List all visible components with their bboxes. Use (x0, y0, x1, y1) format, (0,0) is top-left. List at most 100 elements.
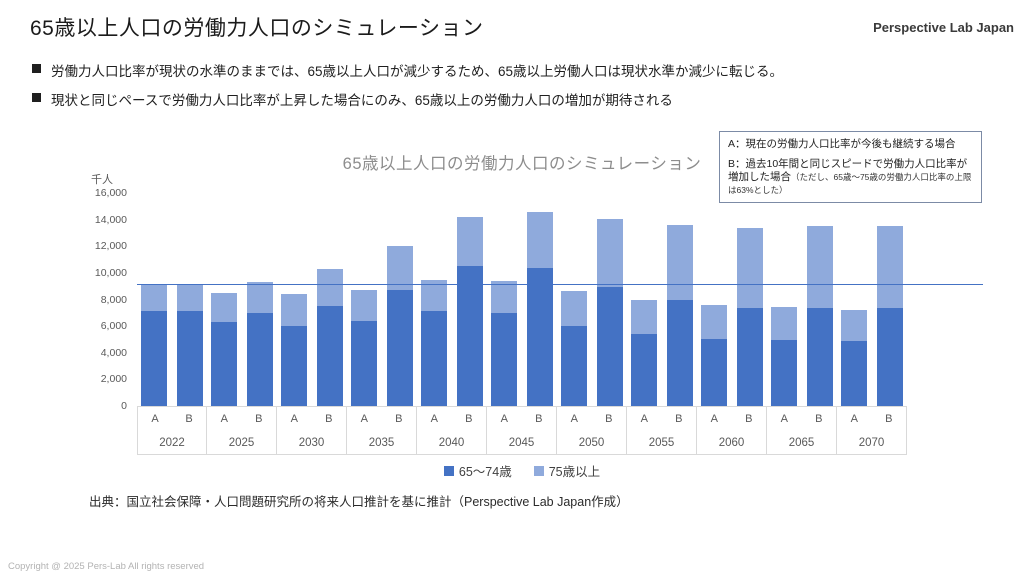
bar-2025-A-75plus-segment (211, 292, 237, 323)
bar-2065-B-75plus-segment (807, 226, 833, 308)
bar-2030-B-75plus-segment (317, 268, 343, 307)
scenario-label-A: A (850, 413, 858, 425)
current-level-reference-line (137, 283, 983, 285)
legend-label: 75歳以上 (548, 465, 601, 479)
bar-2070-B-65-74-segment (877, 308, 903, 406)
x-axis-group-2070: A B 2070 (837, 407, 907, 454)
bar-2060-A-65-74-segment (701, 339, 727, 406)
bar-2050-A-75plus-segment (561, 290, 587, 327)
x-axis: A B 2022 A B 2025 A B 2030 A B 2035 A B 2040 A B 2045 A B 20… (137, 406, 907, 455)
bar-2045-B (527, 211, 553, 406)
year-label: 2022 (159, 436, 185, 449)
source-note: 出典：国立社会保障・人口問題研究所の将来人口推計を基に推計（Perspectiv… (89, 495, 629, 509)
scenario-label-B: B (885, 413, 893, 425)
year-label: 2040 (438, 436, 465, 449)
x-axis-group-2022: A B 2022 (137, 407, 207, 454)
scenario-label-B: B (605, 413, 613, 425)
bar-2070-A (841, 309, 867, 406)
x-axis-group-2025: A B 2025 (207, 407, 277, 454)
legend-swatch-icon (533, 465, 544, 476)
y-tick-label: 10,000 (94, 266, 127, 279)
bar-2025-B (247, 282, 273, 406)
bar-2065-A-75plus-segment (771, 306, 797, 341)
bullet-text: 労働力人口比率が現状の水準のままでは、65歳以上人口が減少するため、65歳以上労… (51, 64, 784, 79)
bar-2022-B-75plus-segment (177, 283, 203, 311)
bar-2050-B (597, 218, 623, 406)
scenario-a-note: A：現在の労働力人口比率が今後も継続する場合 (728, 138, 956, 150)
legend: 65〜74歳 75歳以上 (137, 461, 907, 480)
bar-2035-A (351, 290, 377, 406)
bar-2065-A-65-74-segment (771, 340, 797, 406)
bar-2030-B-65-74-segment (317, 306, 343, 406)
x-axis-group-2040: A B 2040 (417, 407, 487, 454)
scenario-label-A: A (500, 413, 508, 425)
bar-2025-A (211, 292, 237, 406)
bar-2055-B (667, 224, 693, 406)
bar-2050-A-65-74-segment (561, 326, 587, 406)
scenario-b-note: B：過去10年間と同じスピードで労働力人口比率が増加した場合（ただし、65歳〜7… (728, 158, 973, 197)
chart-title: 65歳以上人口の労働力人口のシミュレーション (342, 155, 702, 173)
bar-2055-A-75plus-segment (631, 299, 657, 335)
y-tick-label: 2,000 (100, 373, 127, 386)
x-axis-group-2065: A B 2065 (767, 407, 837, 454)
year-label: 2060 (718, 436, 745, 449)
bullet-text: 現状と同じペースで労働力人口比率が上昇した場合にのみ、65歳以上の労働力人口の増… (51, 93, 673, 108)
bar-2065-B (807, 226, 833, 406)
scenario-b-small-note: （ただし、65歳〜75歳の労働力人口比率の上限は63%とした） (728, 172, 972, 196)
brand-text: Perspective Lab Japan (873, 20, 1014, 35)
scenario-b-text: B：過去10年間と同じスピードで労働力人口比率が増加した場合 (728, 158, 968, 184)
scenario-label-B: B (465, 413, 473, 425)
bar-2050-B-75plus-segment (597, 218, 623, 287)
scenario-label-A: A (290, 413, 298, 425)
legend-item: 75歳以上 (533, 461, 601, 480)
scenario-label-A: A (220, 413, 228, 425)
scenario-label-A: A (430, 413, 438, 425)
bar-2035-A-75plus-segment (351, 290, 377, 321)
bar-2045-B-65-74-segment (527, 268, 553, 406)
x-axis-group-2030: A B 2030 (277, 407, 347, 454)
bar-2040-B-65-74-segment (457, 266, 483, 406)
bar-2045-A-75plus-segment (491, 280, 517, 313)
bar-2022-B (177, 283, 203, 406)
x-axis-group-2055: A B 2055 (627, 407, 697, 454)
bullet-item: 現状と同じペースで労働力人口比率が上昇した場合にのみ、65歳以上の労働力人口の増… (32, 89, 783, 109)
bar-2045-A-65-74-segment (491, 312, 517, 406)
x-axis-group-2050: A B 2050 (557, 407, 627, 454)
x-axis-group-2060: A B 2060 (697, 407, 767, 454)
bar-2030-A-65-74-segment (281, 326, 307, 406)
bar-2065-B-65-74-segment (807, 307, 833, 406)
scenario-annotation-box: A：現在の労働力人口比率が今後も継続する場合 B：過去10年間と同じスピードで労… (719, 131, 982, 203)
copyright-text: Copyright @ 2025 Pers-Lab All rights res… (8, 561, 205, 572)
y-tick-label: 0 (121, 400, 127, 412)
scenario-label-B: B (185, 413, 193, 425)
y-tick-label: 6,000 (100, 320, 127, 333)
bullet-list: 労働力人口比率が現状の水準のままでは、65歳以上人口が減少するため、65歳以上労… (32, 60, 783, 118)
bar-2055-A (631, 299, 657, 406)
scenario-label-A: A (570, 413, 578, 425)
year-label: 2050 (578, 436, 605, 449)
bullet-square-icon (32, 93, 41, 102)
y-tick-label: 16,000 (94, 187, 127, 199)
bar-2065-A (771, 306, 797, 406)
bar-2060-A-75plus-segment (701, 304, 727, 340)
bar-2060-B-65-74-segment (737, 307, 763, 406)
scenario-label-A: A (710, 413, 718, 425)
legend-label: 65〜74歳 (458, 465, 512, 479)
scenario-label-A: A (360, 413, 368, 425)
bullet-item: 労働力人口比率が現状の水準のままでは、65歳以上人口が減少するため、65歳以上労… (32, 60, 783, 80)
year-label: 2065 (788, 436, 815, 449)
bar-2030-A-75plus-segment (281, 294, 307, 327)
bar-2040-B (457, 216, 483, 406)
y-tick-label: 14,000 (94, 213, 127, 226)
scenario-label-B: B (815, 413, 823, 425)
bar-2055-A-65-74-segment (631, 334, 657, 406)
scenario-label-A: A (780, 413, 788, 425)
